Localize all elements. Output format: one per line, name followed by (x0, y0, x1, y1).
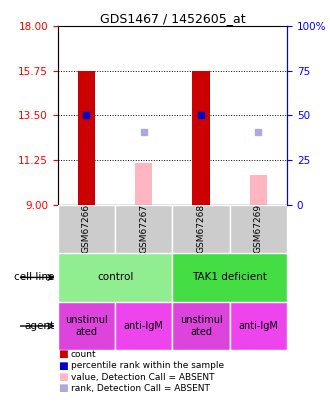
Bar (78, 71, 95, 205)
Bar (173, 205, 230, 253)
Text: GSM67269: GSM67269 (254, 204, 263, 254)
Text: agent: agent (24, 321, 54, 331)
Bar (173, 253, 287, 302)
Text: ■: ■ (58, 350, 68, 359)
Text: unstimul
ated: unstimul ated (180, 315, 222, 337)
Text: GSM67266: GSM67266 (82, 204, 91, 254)
Text: ■: ■ (58, 361, 68, 371)
Bar (58, 253, 173, 302)
Text: anti-IgM: anti-IgM (239, 321, 279, 331)
Bar (230, 302, 287, 350)
Text: ■: ■ (58, 372, 68, 382)
Text: value, Detection Call = ABSENT: value, Detection Call = ABSENT (71, 373, 214, 382)
Bar (192, 71, 210, 205)
Bar (230, 205, 287, 253)
Bar (135, 163, 152, 205)
Text: count: count (71, 350, 97, 359)
Bar (58, 205, 115, 253)
Text: TAK1 deficient: TAK1 deficient (192, 273, 267, 282)
Bar (250, 175, 267, 205)
Text: control: control (97, 273, 133, 282)
Text: anti-IgM: anti-IgM (124, 321, 164, 331)
Bar (173, 302, 230, 350)
Bar (115, 302, 173, 350)
Text: unstimul
ated: unstimul ated (65, 315, 108, 337)
Text: GSM67268: GSM67268 (197, 204, 206, 254)
Text: GSM67267: GSM67267 (139, 204, 148, 254)
Text: ■: ■ (58, 384, 68, 393)
Bar (58, 302, 115, 350)
Title: GDS1467 / 1452605_at: GDS1467 / 1452605_at (100, 12, 245, 25)
Bar (115, 205, 173, 253)
Text: percentile rank within the sample: percentile rank within the sample (71, 361, 224, 370)
Text: cell line: cell line (14, 273, 54, 282)
Text: rank, Detection Call = ABSENT: rank, Detection Call = ABSENT (71, 384, 210, 393)
